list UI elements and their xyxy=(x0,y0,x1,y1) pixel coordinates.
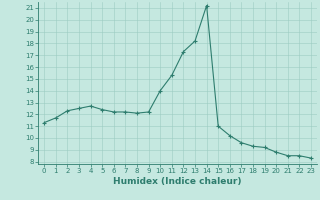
X-axis label: Humidex (Indice chaleur): Humidex (Indice chaleur) xyxy=(113,177,242,186)
